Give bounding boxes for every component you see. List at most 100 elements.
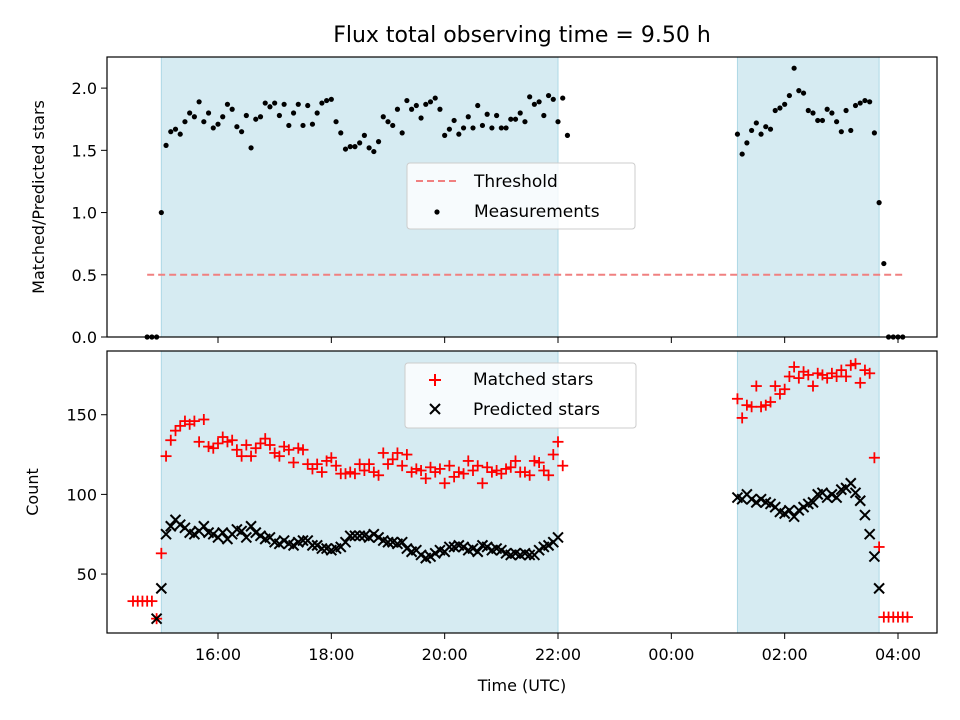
predicted-point [245, 520, 257, 532]
matched-point [373, 469, 385, 481]
predicted-point [830, 491, 843, 504]
predicted-point [235, 525, 248, 537]
ratio-panel: 0.00.51.01.52.0 Matched/Predicted stars … [29, 56, 938, 347]
measurement-point [867, 99, 873, 105]
measurement-point [366, 145, 372, 151]
x-tick-label: 02:00 [762, 645, 808, 664]
matched-point [410, 463, 422, 475]
measurement-point [739, 151, 745, 157]
measurement-point [862, 97, 868, 104]
matched-point [245, 450, 257, 462]
matched-point [259, 433, 271, 445]
top-legend: Threshold Measurements [406, 162, 636, 230]
matched-point [831, 370, 843, 382]
matched-point [552, 436, 564, 448]
measurement-point [413, 102, 419, 109]
measurement-point [229, 106, 235, 112]
matched-point [387, 453, 399, 465]
predicted-point [472, 546, 484, 558]
matched-point [354, 458, 366, 470]
legend-threshold-label: Threshold [473, 172, 558, 192]
measurement-point [262, 100, 268, 106]
top-legend-box [406, 162, 636, 230]
matched-point [302, 458, 314, 470]
measurement-point [782, 101, 788, 107]
x-tick-label: 20:00 [422, 645, 468, 664]
matched-point [453, 466, 465, 478]
measurement-point [494, 112, 500, 119]
measurement-point [168, 129, 174, 135]
matched-point [250, 442, 262, 454]
measurement-point [772, 107, 778, 114]
measurement-point [295, 101, 301, 107]
measurement-point [531, 101, 537, 107]
predicted-point [344, 530, 356, 542]
matched-point [391, 447, 403, 459]
measurement-point [446, 126, 452, 132]
measurement-point [791, 65, 797, 71]
measurement-point [239, 129, 245, 135]
predicted-point [863, 528, 876, 540]
measurement-point [210, 125, 216, 131]
matched-point [155, 547, 167, 559]
bottom-x-ticks: 16:00 18:00 20:00 22:00 00:00 02:00 04:00 [195, 633, 921, 664]
predicted-point [198, 520, 210, 532]
measurement-point [352, 144, 358, 150]
predicted-point [353, 530, 366, 542]
matched-point [765, 396, 776, 408]
matched-point [840, 370, 852, 382]
measurement-point [163, 142, 169, 148]
measurement-point [357, 140, 363, 146]
matched-point [377, 447, 389, 459]
matched-point [198, 414, 210, 426]
matched-point [401, 449, 413, 461]
matched-point [325, 452, 337, 464]
matched-stars-points [127, 358, 913, 625]
matched-point [793, 372, 805, 384]
matched-point [807, 380, 819, 392]
predicted-point [382, 536, 394, 548]
matched-point [292, 442, 304, 454]
matched-point [382, 458, 394, 470]
measurement-point [805, 107, 811, 114]
measurement-point [286, 122, 292, 129]
measurement-point [838, 129, 844, 135]
measurement-point [843, 107, 849, 114]
predicted-point [306, 539, 319, 552]
matched-point [864, 367, 876, 379]
matched-point [207, 442, 219, 454]
measurement-point [342, 146, 349, 152]
measurement-point [394, 106, 401, 112]
matched-point [774, 388, 786, 400]
measurement-point [758, 131, 764, 137]
matched-point [344, 466, 356, 478]
measurement-point [172, 126, 179, 132]
predicted-point [443, 541, 456, 553]
matched-point [439, 477, 451, 489]
measurement-point [385, 119, 391, 125]
measurement-point [819, 117, 826, 124]
measurement-point [409, 106, 415, 112]
matched-point [236, 450, 248, 462]
matched-point [850, 358, 861, 370]
matched-point [146, 595, 158, 607]
measurement-point [177, 131, 183, 137]
measurement-point [815, 117, 821, 124]
measurement-point [810, 110, 816, 116]
matched-point [547, 449, 559, 461]
measurement-point [451, 117, 457, 124]
y-tick-label: 2.0 [72, 79, 97, 98]
measurement-point [201, 119, 207, 125]
matched-point [736, 412, 748, 424]
measurement-point [248, 145, 254, 151]
measurement-point [541, 112, 547, 119]
chart-title: Flux total observing time = 9.50 h [333, 23, 711, 48]
measurement-point [347, 144, 353, 150]
measurement-point [503, 125, 509, 131]
measurement-point [852, 102, 859, 109]
measurement-point [744, 140, 750, 146]
bottom-legend: Matched stars Predicted stars [404, 362, 637, 429]
matched-point [425, 461, 436, 473]
matched-point [802, 369, 814, 381]
predicted-point [552, 531, 564, 544]
